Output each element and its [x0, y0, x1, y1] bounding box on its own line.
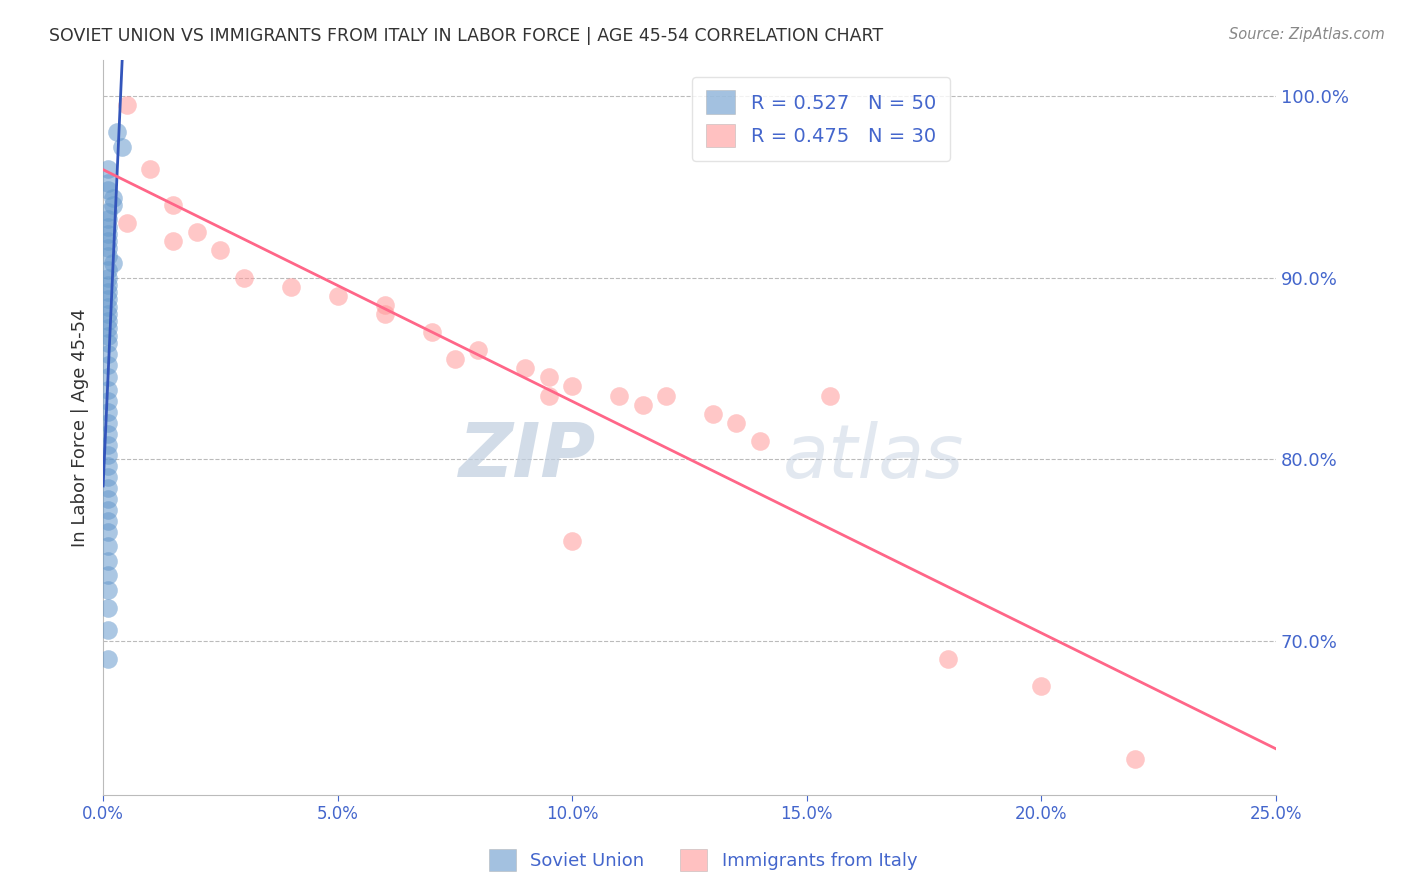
Point [232, 270, 254, 285]
Point [374, 307, 396, 321]
Point [725, 416, 748, 430]
Point [97, 503, 120, 517]
Point [97, 219, 120, 234]
Point [1123, 752, 1146, 766]
Point [820, 388, 842, 402]
Point [97, 405, 120, 419]
Point [97, 539, 120, 553]
Y-axis label: In Labor Force | Age 45-54: In Labor Force | Age 45-54 [72, 308, 89, 547]
Point [105, 125, 128, 139]
Legend: R = 0.527   N = 50, R = 0.475   N = 30: R = 0.527 N = 50, R = 0.475 N = 30 [692, 77, 949, 161]
Point [97, 459, 120, 474]
Point [97, 270, 120, 285]
Point [97, 652, 120, 666]
Point [97, 300, 120, 314]
Point [97, 212, 120, 227]
Point [97, 161, 120, 176]
Point [97, 314, 120, 328]
Point [1031, 679, 1053, 693]
Point [97, 524, 120, 539]
Point [97, 394, 120, 409]
Point [115, 98, 138, 112]
Point [97, 205, 120, 219]
Point [97, 249, 120, 263]
Point [97, 242, 120, 256]
Point [936, 652, 959, 666]
Point [97, 582, 120, 597]
Point [97, 437, 120, 451]
Point [97, 234, 120, 248]
Point [280, 279, 302, 293]
Point [139, 161, 162, 176]
Point [115, 216, 138, 230]
Point [186, 225, 208, 239]
Point [97, 470, 120, 484]
Point [537, 388, 560, 402]
Point [97, 491, 120, 506]
Point [97, 176, 120, 190]
Point [97, 370, 120, 384]
Point [97, 449, 120, 463]
Point [101, 191, 124, 205]
Point [97, 285, 120, 299]
Point [97, 307, 120, 321]
Point [97, 623, 120, 637]
Point [101, 256, 124, 270]
Point [97, 554, 120, 568]
Point [702, 407, 724, 421]
Text: atlas: atlas [783, 421, 965, 492]
Point [420, 325, 443, 339]
Point [97, 601, 120, 615]
Legend: Soviet Union, Immigrants from Italy: Soviet Union, Immigrants from Italy [481, 842, 925, 879]
Point [97, 568, 120, 582]
Point [537, 370, 560, 384]
Point [561, 379, 583, 393]
Text: SOVIET UNION VS IMMIGRANTS FROM ITALY IN LABOR FORCE | AGE 45-54 CORRELATION CHA: SOVIET UNION VS IMMIGRANTS FROM ITALY IN… [49, 27, 883, 45]
Point [631, 398, 654, 412]
Point [97, 227, 120, 241]
Text: Source: ZipAtlas.com: Source: ZipAtlas.com [1229, 27, 1385, 42]
Point [97, 293, 120, 307]
Point [326, 288, 349, 302]
Point [467, 343, 489, 358]
Point [97, 263, 120, 277]
Point [97, 383, 120, 397]
Point [162, 234, 184, 248]
Point [97, 481, 120, 495]
Point [111, 140, 134, 154]
Point [97, 416, 120, 430]
Point [162, 198, 184, 212]
Point [97, 335, 120, 350]
Point [97, 514, 120, 528]
Point [209, 244, 232, 258]
Point [444, 352, 467, 367]
Point [97, 426, 120, 441]
Point [561, 533, 583, 548]
Point [655, 388, 678, 402]
Point [97, 321, 120, 335]
Point [607, 388, 630, 402]
Point [97, 183, 120, 197]
Point [97, 277, 120, 292]
Point [748, 434, 770, 448]
Point [97, 358, 120, 372]
Point [97, 347, 120, 361]
Point [101, 198, 124, 212]
Text: ZIP: ZIP [458, 420, 596, 493]
Point [97, 328, 120, 343]
Point [374, 298, 396, 312]
Point [515, 361, 537, 376]
